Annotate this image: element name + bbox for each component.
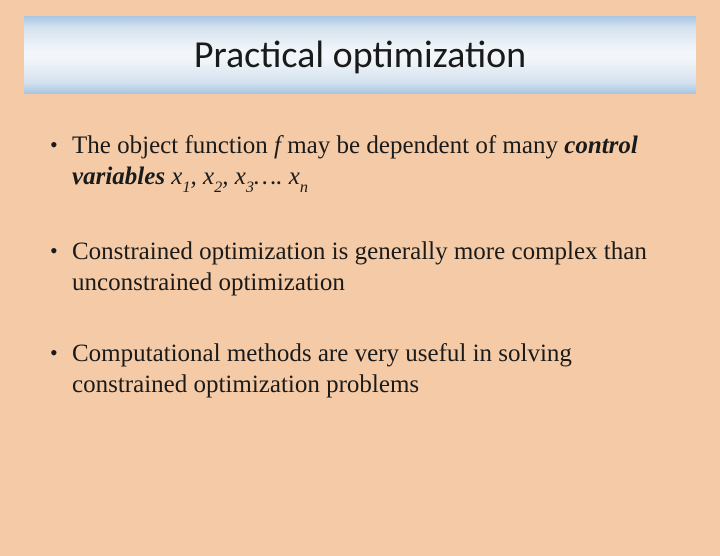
bullet-marker: • <box>50 338 72 368</box>
title-bar: Practical optimization <box>24 16 696 94</box>
bullet-marker: • <box>50 236 72 266</box>
bullet-item: • Computational methods are very useful … <box>50 338 680 401</box>
bullet-marker: • <box>50 130 72 160</box>
slide-body: • The object function f may be dependent… <box>0 94 720 401</box>
bullet-text-3: Computational methods are very useful in… <box>72 338 680 401</box>
bullet-item: • The object function f may be dependent… <box>50 130 680 196</box>
bullet-text-2: Constrained optimization is generally mo… <box>72 236 680 299</box>
bullet-item: • Constrained optimization is generally … <box>50 236 680 299</box>
slide-title: Practical optimization <box>194 32 526 78</box>
bullet-text-1: The object function f may be dependent o… <box>72 130 680 196</box>
